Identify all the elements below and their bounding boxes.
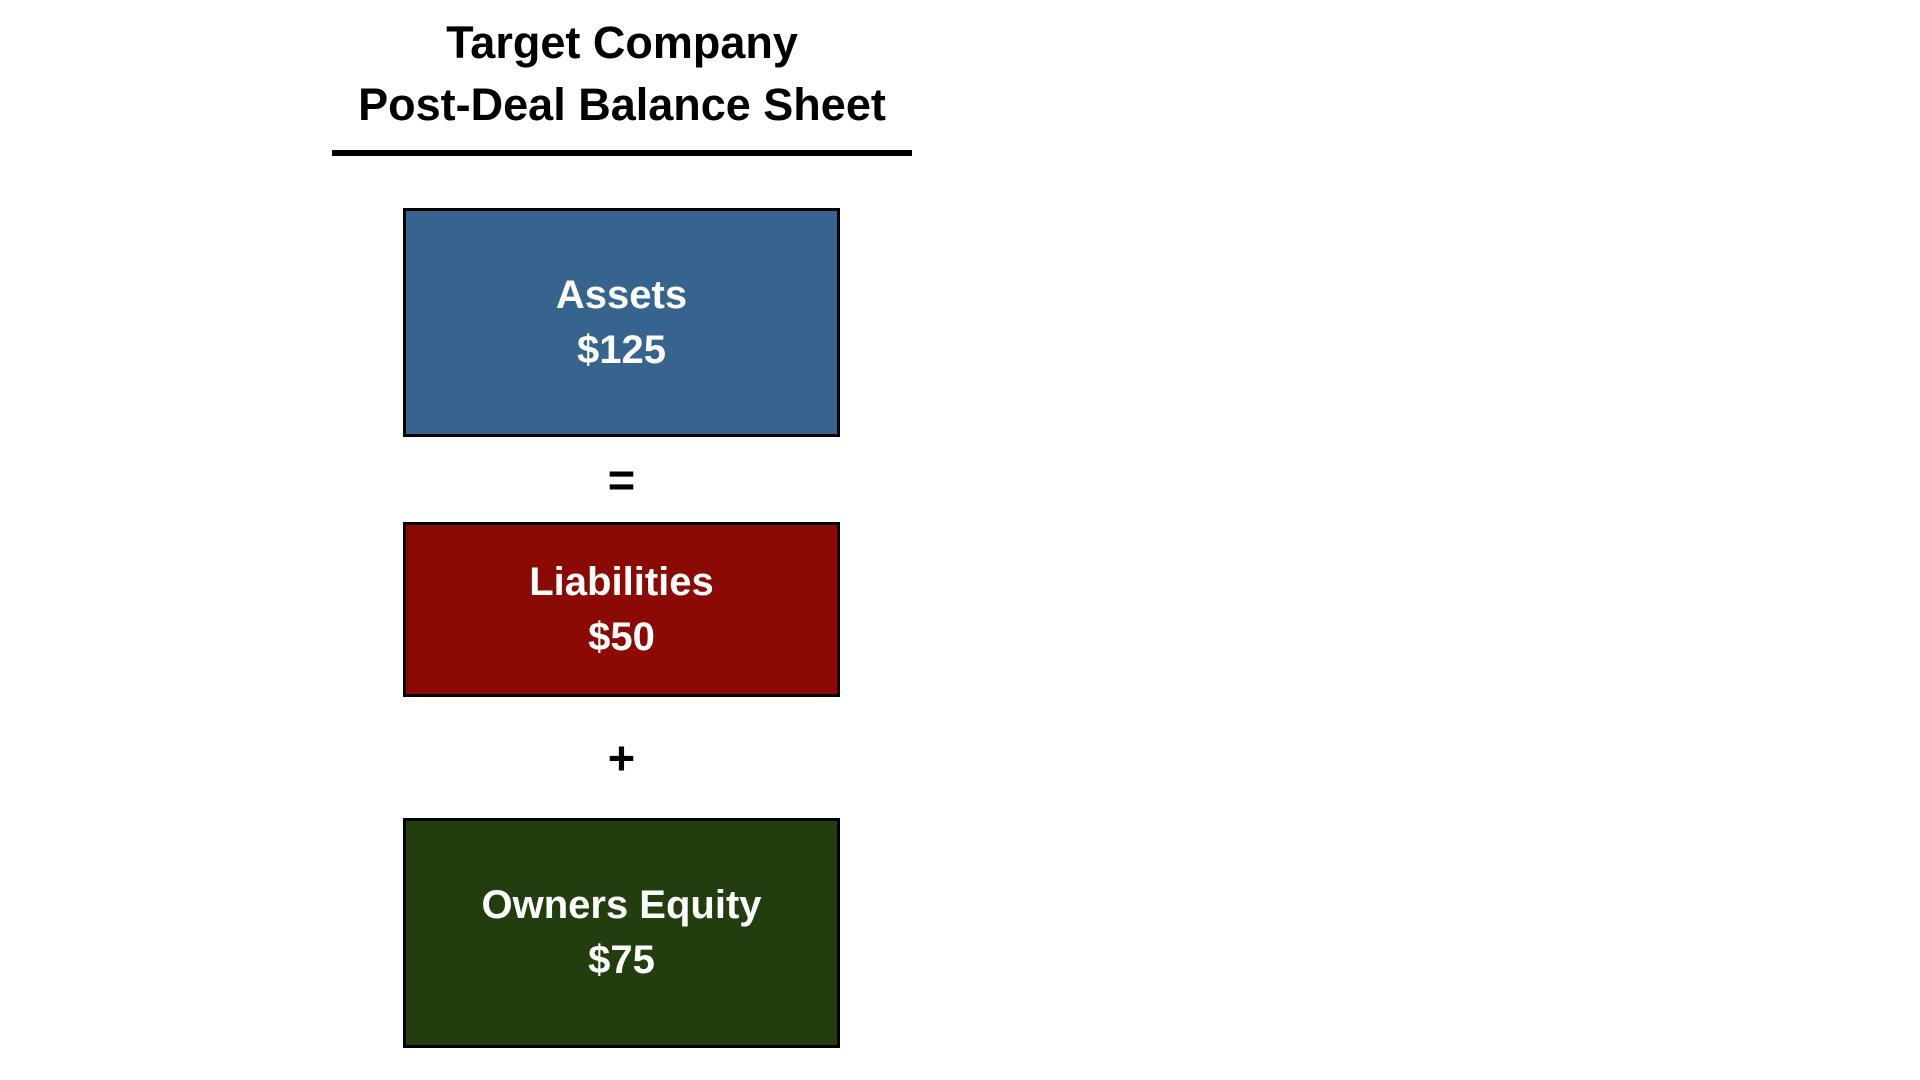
owners-equity-box: Owners Equity $75 [403, 818, 840, 1048]
title-underline [332, 150, 912, 156]
owners-equity-value: $75 [588, 938, 655, 982]
slide-title: Target Company Post-Deal Balance Sheet [332, 12, 912, 136]
owners-equity-label: Owners Equity [481, 883, 762, 927]
liabilities-value: $50 [588, 614, 655, 659]
assets-box: Assets $125 [403, 208, 840, 437]
plus-operator: + [607, 731, 636, 784]
liabilities-label: Liabilities [529, 559, 714, 604]
equals-operator: = [607, 453, 636, 506]
assets-label: Assets [555, 272, 688, 317]
slide-title-line2: Post-Deal Balance Sheet [358, 79, 886, 130]
liabilities-box: Liabilities $50 [403, 522, 840, 697]
slide-title-line1: Target Company [446, 17, 798, 68]
assets-value: $125 [577, 327, 666, 372]
